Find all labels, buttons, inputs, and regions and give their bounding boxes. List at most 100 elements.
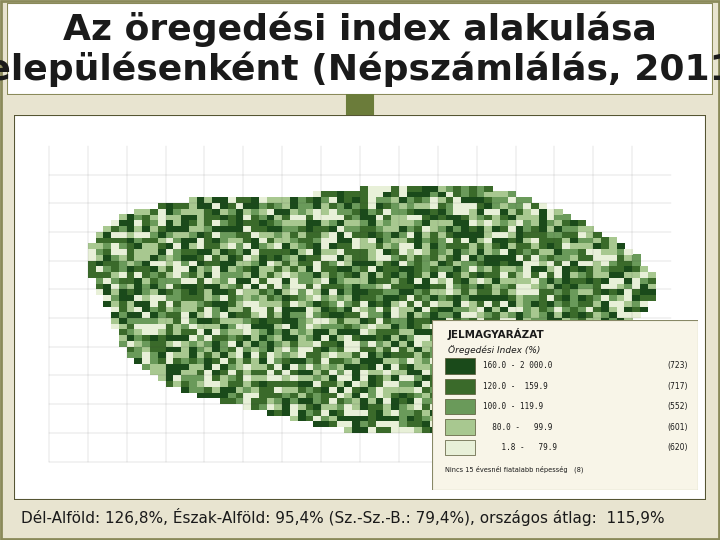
Bar <box>531 341 539 347</box>
Bar <box>376 283 384 289</box>
Bar <box>127 232 135 238</box>
Bar <box>251 203 260 209</box>
Bar <box>577 329 586 335</box>
Bar <box>570 306 578 312</box>
Bar <box>305 283 314 289</box>
Bar <box>539 323 547 329</box>
Bar <box>415 323 423 329</box>
Bar <box>500 318 508 324</box>
Bar <box>539 289 547 295</box>
Bar <box>282 358 291 364</box>
Bar <box>360 283 369 289</box>
Bar <box>305 203 314 209</box>
Bar <box>461 415 469 421</box>
Bar <box>290 254 299 261</box>
Bar <box>430 186 438 192</box>
Bar <box>539 214 547 220</box>
Bar <box>523 197 532 203</box>
Bar <box>111 237 120 244</box>
Bar <box>446 226 454 232</box>
Bar <box>430 214 438 220</box>
Bar <box>220 387 228 393</box>
Bar <box>290 226 299 232</box>
Bar <box>344 249 353 255</box>
Bar <box>337 375 345 381</box>
Bar <box>523 346 532 353</box>
Bar <box>391 260 400 266</box>
Bar <box>166 346 174 353</box>
Bar <box>546 220 555 226</box>
Bar <box>469 191 477 198</box>
Bar <box>88 243 96 249</box>
Bar <box>601 266 610 272</box>
Bar <box>422 260 431 266</box>
Bar <box>577 237 586 244</box>
Bar <box>531 254 539 261</box>
Bar <box>601 300 610 307</box>
Bar <box>352 427 361 433</box>
Bar <box>508 300 516 307</box>
Bar <box>174 232 182 238</box>
Bar <box>360 352 369 358</box>
Bar <box>492 283 500 289</box>
Bar <box>96 266 104 272</box>
Bar <box>360 415 369 421</box>
Bar <box>204 254 213 261</box>
Bar <box>150 295 158 301</box>
Bar <box>368 266 377 272</box>
Bar <box>337 254 345 261</box>
Bar <box>469 226 477 232</box>
Bar <box>477 329 485 335</box>
Bar <box>415 283 423 289</box>
Bar <box>189 300 197 307</box>
Bar <box>554 220 563 226</box>
Bar <box>274 363 283 370</box>
Bar <box>352 352 361 358</box>
Bar <box>609 329 617 335</box>
Bar <box>220 392 228 399</box>
Bar <box>383 421 392 427</box>
Bar <box>321 409 330 416</box>
Bar <box>485 312 493 318</box>
Bar <box>321 272 330 278</box>
Bar <box>376 232 384 238</box>
Bar <box>407 427 415 433</box>
Bar <box>290 318 299 324</box>
Bar <box>274 318 283 324</box>
Bar <box>150 363 158 370</box>
Bar <box>632 260 641 266</box>
Bar <box>352 266 361 272</box>
Bar <box>593 260 602 266</box>
Bar <box>593 300 602 307</box>
Bar <box>266 232 275 238</box>
Bar <box>593 289 602 295</box>
Bar <box>430 341 438 347</box>
Bar <box>492 404 500 410</box>
Bar <box>329 289 338 295</box>
Bar <box>492 312 500 318</box>
Bar <box>640 283 649 289</box>
Bar <box>329 295 338 301</box>
Bar <box>485 381 493 387</box>
Bar <box>585 232 594 238</box>
Bar <box>430 329 438 335</box>
Bar <box>531 318 539 324</box>
Bar <box>601 278 610 284</box>
Bar <box>492 387 500 393</box>
Bar <box>438 226 446 232</box>
Bar <box>158 278 166 284</box>
Bar <box>546 341 555 347</box>
Bar <box>150 208 158 215</box>
Bar <box>111 318 120 324</box>
Bar <box>422 335 431 341</box>
Bar <box>181 254 189 261</box>
Bar <box>415 243 423 249</box>
Bar <box>166 381 174 387</box>
Bar <box>259 203 267 209</box>
Bar <box>422 404 431 410</box>
Bar <box>391 214 400 220</box>
Bar <box>570 249 578 255</box>
Bar <box>344 226 353 232</box>
Text: (620): (620) <box>667 443 688 452</box>
Bar <box>298 197 306 203</box>
